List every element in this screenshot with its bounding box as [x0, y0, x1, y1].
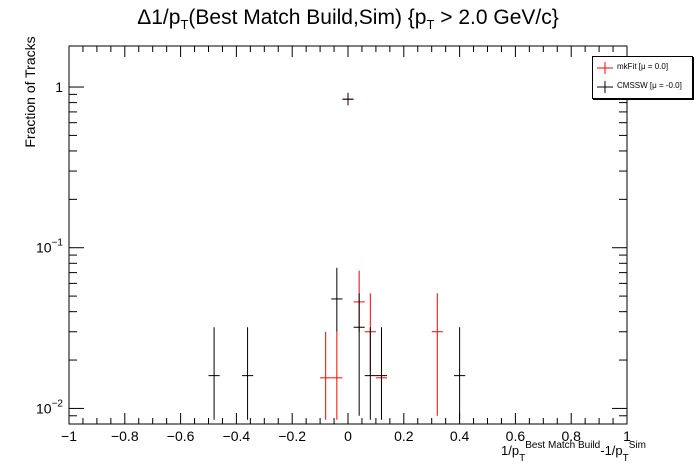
legend-marker-mkfit	[597, 62, 613, 74]
legend-entry-cmssw: CMSSW [μ = -0.0]	[593, 78, 692, 96]
legend-entry-mkfit: mkFit [μ = 0.0]	[593, 59, 692, 77]
x-tick-label: 1	[623, 428, 631, 444]
x-tick-label: 0.4	[450, 428, 470, 444]
x-tick-label: −0.2	[278, 428, 306, 444]
legend-marker-cmssw	[597, 81, 613, 93]
x-tick-label: −0.4	[223, 428, 251, 444]
data-point	[353, 293, 365, 416]
x-tick-label: −1	[61, 428, 77, 444]
data-point	[241, 327, 254, 420]
legend-label-mkfit: mkFit [μ = 0.0]	[617, 62, 669, 71]
data-point	[208, 327, 220, 420]
y-axis-label: Fraction of Tracks	[22, 36, 38, 148]
data-point	[331, 267, 343, 332]
data-point	[431, 293, 443, 416]
y-tick-label: 1	[55, 79, 63, 95]
data-point	[375, 327, 388, 420]
legend-label-cmssw: CMSSW [μ = -0.0]	[617, 81, 682, 90]
x-tick-label: 0.8	[561, 428, 581, 444]
data-point	[320, 331, 332, 420]
x-tick-label: −0.6	[167, 428, 195, 444]
series-cmssw	[208, 92, 466, 420]
y-tick-label: 10−1	[36, 238, 63, 256]
data-point	[454, 327, 466, 420]
x-tick-label: −0.8	[111, 428, 139, 444]
x-tick-label: 0.6	[506, 428, 526, 444]
legend: mkFit [μ = 0.0] CMSSW [μ = -0.0]	[592, 56, 693, 99]
x-axis-label: 1/pTBest Match Build-1/pTSim	[501, 440, 646, 464]
data-point	[342, 92, 354, 106]
data-point	[364, 327, 376, 420]
chart-title: Δ1/pT(Best Match Build,Sim) {pT > 2.0 Ge…	[137, 6, 559, 32]
y-tick-label: 10−2	[36, 398, 63, 416]
x-tick-label: 0	[344, 428, 352, 444]
data-point	[331, 331, 343, 420]
x-tick-label: 0.2	[394, 428, 414, 444]
